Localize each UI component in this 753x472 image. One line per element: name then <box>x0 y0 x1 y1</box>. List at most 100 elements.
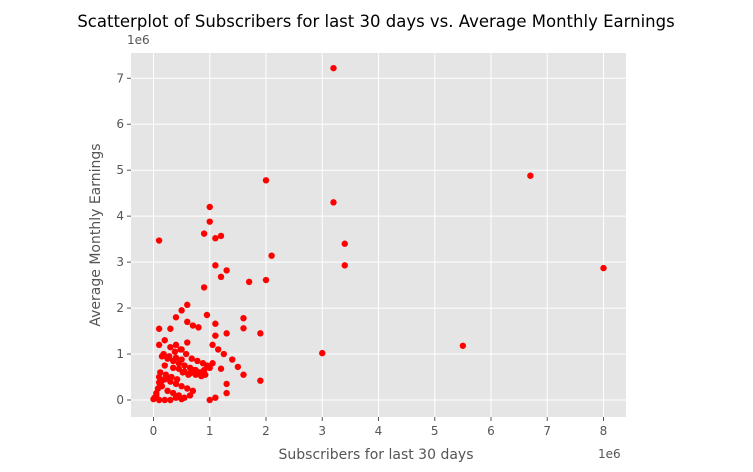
data-point <box>600 264 607 272</box>
y-tick-label: 4 <box>116 209 124 223</box>
data-point <box>240 314 247 322</box>
y-tick-label: 2 <box>116 301 124 315</box>
data-point <box>234 363 242 371</box>
chart-title: Scatterplot of Subscribers for last 30 d… <box>77 12 674 31</box>
data-point <box>186 370 194 377</box>
x-tick-label: 6 <box>487 424 495 438</box>
data-point <box>164 387 171 395</box>
data-point <box>157 369 164 376</box>
data-point <box>172 314 180 321</box>
data-point <box>198 372 205 380</box>
y-offset-text: 1e6 <box>127 33 150 47</box>
y-tick-label: 3 <box>116 255 124 269</box>
x-tick-label: 7 <box>543 424 551 438</box>
y-axis-label: Average Monthly Earnings <box>88 143 104 326</box>
y-axis-ticks: 0 1 2 3 4 5 6 7 <box>116 71 131 407</box>
data-point <box>223 330 230 337</box>
data-point <box>257 377 264 384</box>
data-point <box>268 252 275 259</box>
data-point <box>167 396 174 404</box>
data-point <box>206 364 213 372</box>
y-tick-label: 0 <box>116 393 124 407</box>
data-point <box>175 365 183 372</box>
data-point <box>257 330 264 337</box>
data-point <box>319 349 326 357</box>
data-point <box>167 325 174 332</box>
data-point <box>153 389 160 397</box>
data-point <box>214 346 222 353</box>
y-tick-label: 6 <box>116 117 124 131</box>
data-point <box>217 273 225 281</box>
data-point <box>172 341 180 349</box>
data-point <box>229 356 236 363</box>
data-point <box>178 346 185 353</box>
data-point <box>164 374 171 382</box>
data-point <box>155 379 163 386</box>
data-point <box>245 278 253 286</box>
data-point <box>184 301 191 309</box>
data-point <box>192 371 199 378</box>
data-point <box>212 262 219 269</box>
x-axis-ticks: 0 1 2 3 4 5 6 7 8 <box>150 417 607 438</box>
y-tick-label: 7 <box>116 71 124 85</box>
data-point <box>160 350 167 358</box>
x-tick-label: 5 <box>431 424 439 438</box>
data-point <box>172 354 180 361</box>
x-offset-text: 1e6 <box>598 447 621 461</box>
data-point <box>188 355 195 362</box>
data-point <box>169 364 177 372</box>
data-point <box>189 387 197 395</box>
data-point <box>155 396 163 404</box>
data-point <box>330 64 337 72</box>
x-tick-label: 4 <box>375 424 383 438</box>
data-point <box>212 320 219 327</box>
data-point <box>240 371 247 378</box>
data-point <box>184 385 191 392</box>
data-point <box>178 356 185 363</box>
data-point <box>206 203 213 211</box>
data-point <box>217 232 225 240</box>
data-point <box>527 172 534 179</box>
data-point <box>223 380 230 388</box>
grid-lines <box>131 53 626 417</box>
y-tick-label: 1 <box>116 347 124 361</box>
data-point <box>178 395 185 403</box>
data-point <box>195 324 202 331</box>
data-point <box>262 276 270 284</box>
data-point <box>155 237 163 244</box>
y-tick-label: 5 <box>116 163 124 177</box>
data-point <box>178 307 185 314</box>
data-point <box>182 350 190 358</box>
data-point <box>171 348 179 355</box>
data-point <box>206 218 213 225</box>
data-point <box>217 365 225 372</box>
data-point <box>181 362 188 369</box>
x-axis-label: Subscribers for last 30 days <box>279 447 474 463</box>
data-point <box>209 341 216 349</box>
data-point <box>341 262 348 269</box>
data-point <box>341 240 348 247</box>
data-points <box>150 64 607 404</box>
data-point <box>155 341 163 349</box>
data-point <box>262 177 270 184</box>
data-point <box>169 389 177 397</box>
x-tick-label: 2 <box>262 424 270 438</box>
data-point <box>220 350 228 358</box>
data-point <box>184 339 191 346</box>
data-point <box>173 376 181 383</box>
data-point <box>200 284 208 291</box>
data-point <box>203 311 211 319</box>
data-point <box>167 343 174 351</box>
data-point <box>194 357 201 365</box>
data-point <box>212 332 219 339</box>
data-point <box>240 325 247 332</box>
data-point <box>223 267 230 274</box>
data-point <box>172 394 180 401</box>
data-point <box>161 362 168 369</box>
data-point <box>212 394 219 401</box>
data-point <box>186 392 194 399</box>
data-point <box>189 322 197 329</box>
data-point <box>209 360 216 367</box>
data-point <box>206 396 213 404</box>
data-point <box>200 230 208 237</box>
